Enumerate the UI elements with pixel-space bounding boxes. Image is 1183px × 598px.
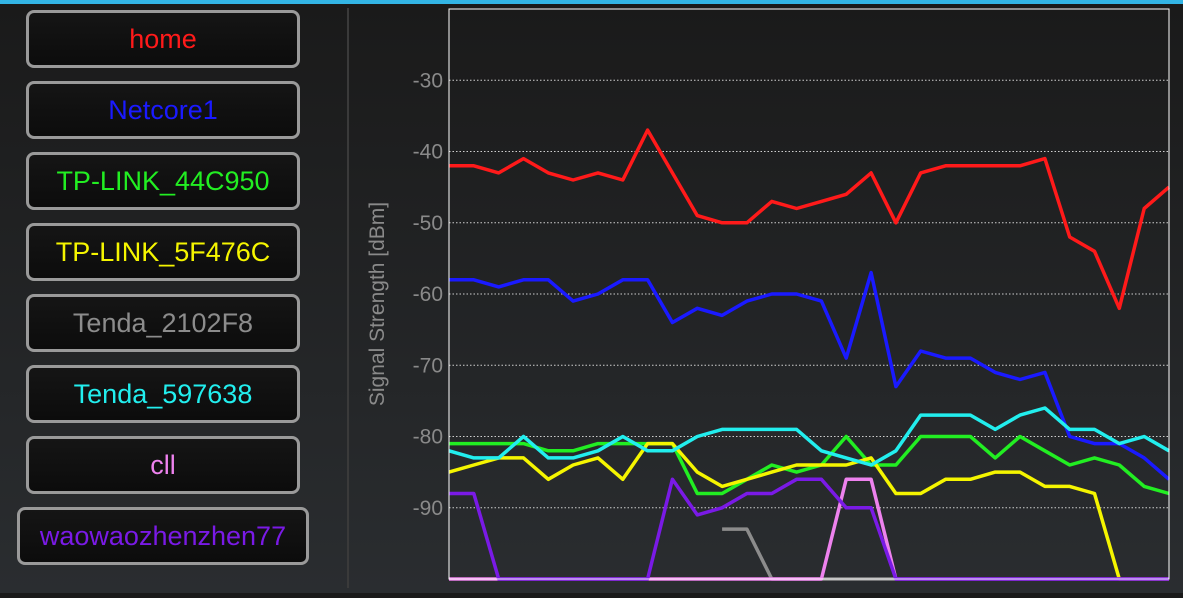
sidebar-divider	[347, 8, 349, 588]
ssid-button-tp-link-5f476c[interactable]: TP-LINK_5F476C	[26, 223, 300, 281]
series-layer	[448, 128, 1171, 581]
series-line-cll	[449, 477, 1169, 581]
y-tick-label: -90	[413, 497, 443, 520]
y-tick-label: -40	[413, 141, 443, 164]
ssid-button-tp-link-44c950[interactable]: TP-LINK_44C950	[26, 152, 300, 210]
series-line-tenda-2102f8	[722, 527, 896, 581]
series-line-tenda-597638	[448, 406, 1170, 467]
ssid-label: Tenda_597638	[73, 378, 253, 409]
ssid-label: home	[129, 23, 197, 54]
y-axis-label: Signal Strength [dBm]	[366, 202, 389, 406]
ssid-button-home[interactable]: home	[26, 10, 300, 68]
top-accent-bar	[0, 0, 1183, 4]
ssid-button-netcore1[interactable]: Netcore1	[26, 81, 300, 139]
ssid-label: TP-LINK_5F476C	[55, 236, 271, 267]
ssid-label: cll	[150, 449, 176, 480]
series-line-home	[449, 128, 1171, 311]
ssid-label: waowaozhenzhen77	[39, 520, 287, 551]
ssid-label: Netcore1	[108, 94, 218, 125]
ssid-label: TP-LINK_44C950	[56, 165, 270, 196]
ssid-button-cll[interactable]: cll	[26, 436, 300, 494]
y-tick-label: -80	[413, 426, 443, 449]
signal-chart-svg: -30 -40 -50 -60 -70 -80 -90 Signal Strength [d…	[366, 8, 1171, 581]
ssid-label: Tenda_2102F8	[72, 307, 254, 338]
ssid-button-waowaozhenzhen77[interactable]: waowaozhenzhen77	[17, 507, 309, 565]
y-tick-label: -60	[413, 283, 443, 306]
signal-chart: -30 -40 -50 -60 -70 -80 -90 Signal Strength [d…	[355, 0, 1183, 593]
series-line-tp-link-5f476c	[448, 441, 1169, 581]
y-tick-label: -70	[413, 354, 443, 377]
plot-frame	[448, 8, 1170, 580]
grid-layer	[449, 79, 1169, 509]
y-tick-label: -50	[413, 212, 443, 235]
y-tick-label: -30	[413, 69, 443, 92]
series-line-netcore1	[449, 270, 1171, 481]
ssid-sidebar: home Netcore1 TP-LINK_44C950 TP-LINK_5F4…	[0, 0, 345, 593]
series-line-tp-link-44c950	[449, 434, 1170, 496]
ssid-button-tenda-597638[interactable]: Tenda_597638	[26, 365, 300, 423]
tick-layer: -30 -40 -50 -60 -70 -80 -90	[413, 69, 443, 520]
ssid-button-tenda-2102f8[interactable]: Tenda_2102F8	[26, 294, 300, 352]
series-line-waowaozhenzhen77	[449, 477, 1169, 581]
